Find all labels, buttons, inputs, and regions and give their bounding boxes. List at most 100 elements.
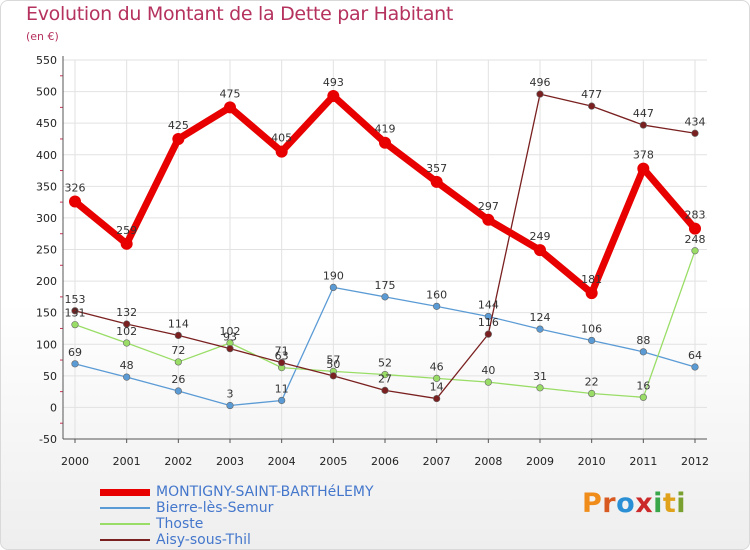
data-label: 22 xyxy=(585,376,599,389)
y-tick-label: 500 xyxy=(36,86,57,99)
data-point xyxy=(691,247,699,255)
x-tick-label: 2010 xyxy=(578,455,606,468)
data-label: 27 xyxy=(378,372,392,385)
data-point xyxy=(534,244,546,257)
data-point xyxy=(174,358,182,366)
data-point xyxy=(123,373,131,381)
axes: -500501001502002503003504004505005502000… xyxy=(36,54,709,468)
data-label: 326 xyxy=(65,181,86,194)
x-tick-label: 2007 xyxy=(423,455,451,468)
data-label: 88 xyxy=(636,334,650,347)
x-tick-label: 2005 xyxy=(319,455,347,468)
y-tick-label: 150 xyxy=(36,307,57,320)
data-point xyxy=(588,102,596,110)
data-point xyxy=(536,325,544,333)
data-label: 11 xyxy=(275,382,289,395)
data-label: 3 xyxy=(227,388,234,401)
legend-swatch xyxy=(100,539,150,541)
data-point xyxy=(226,401,234,410)
data-label: 419 xyxy=(375,123,396,136)
data-point xyxy=(689,222,701,235)
data-point xyxy=(639,348,647,356)
data-label: 93 xyxy=(223,331,237,344)
data-point xyxy=(278,396,286,405)
data-point xyxy=(433,374,441,382)
data-label: 249 xyxy=(530,230,551,243)
data-point xyxy=(174,331,182,340)
data-label: 297 xyxy=(478,200,499,213)
data-label: 63 xyxy=(275,350,289,363)
data-point xyxy=(172,132,185,145)
data-point xyxy=(329,372,337,380)
data-label: 477 xyxy=(581,88,602,101)
logo-letter: t xyxy=(662,488,677,519)
logo-letter: i xyxy=(676,488,687,519)
data-label: 144 xyxy=(478,298,499,311)
data-point xyxy=(329,283,337,292)
data-label: 378 xyxy=(633,149,654,162)
legend-swatch xyxy=(100,507,150,509)
data-label: 405 xyxy=(271,132,292,145)
data-label: 31 xyxy=(533,370,547,383)
data-label: 46 xyxy=(430,360,444,373)
x-tick-label: 2006 xyxy=(371,455,399,468)
data-point xyxy=(484,330,492,338)
chart-unit: (en €) xyxy=(26,30,59,43)
data-label: 493 xyxy=(323,76,344,89)
data-point xyxy=(226,345,234,353)
proxiti-logo: Proxiti xyxy=(582,488,686,519)
data-point xyxy=(536,90,544,98)
data-label: 153 xyxy=(65,293,86,306)
data-point xyxy=(174,387,182,395)
y-tick-label: 100 xyxy=(36,338,57,351)
data-point xyxy=(381,386,389,394)
data-point xyxy=(433,394,441,403)
legend-label: Aisy-sous-Thil xyxy=(156,532,251,548)
y-tick-label: 350 xyxy=(36,180,57,193)
x-tick-label: 2000 xyxy=(61,455,89,468)
data-label: 357 xyxy=(426,162,447,175)
y-tick-label: 250 xyxy=(36,244,57,257)
data-point xyxy=(639,121,647,129)
logo-letter: x xyxy=(635,488,654,519)
y-tick-label: 0 xyxy=(50,401,57,414)
data-label: 72 xyxy=(171,344,185,357)
data-label: 248 xyxy=(685,233,706,246)
data-label: 425 xyxy=(168,119,189,132)
data-label: 69 xyxy=(68,346,82,359)
data-point xyxy=(637,162,650,175)
legend-label: Bierre-lès-Semur xyxy=(156,500,274,516)
data-label: 102 xyxy=(116,325,137,338)
y-tick-label: 200 xyxy=(36,275,57,288)
data-point xyxy=(327,90,340,103)
data-label: 496 xyxy=(530,76,551,89)
data-point xyxy=(381,370,389,379)
data-label: 57 xyxy=(326,353,340,366)
data-point xyxy=(691,129,699,137)
logo-letter: P xyxy=(582,488,603,519)
x-tick-label: 2009 xyxy=(526,455,554,468)
data-point xyxy=(588,336,596,345)
data-label: 131 xyxy=(65,307,86,320)
x-tick-label: 2008 xyxy=(474,455,502,468)
legend-label: Thoste xyxy=(156,516,204,532)
logo-letter: i xyxy=(653,488,663,519)
data-point xyxy=(484,378,492,386)
data-label: 475 xyxy=(220,87,241,100)
y-tick-label: 300 xyxy=(36,212,57,225)
data-point xyxy=(69,195,81,208)
y-tick-label: 450 xyxy=(36,117,57,130)
data-label: 175 xyxy=(375,279,396,292)
y-tick-label: -50 xyxy=(39,433,57,446)
data-label: 124 xyxy=(530,311,551,324)
logo-letter: o xyxy=(616,488,636,519)
y-tick-label: 400 xyxy=(36,149,57,162)
data-point xyxy=(120,237,133,250)
data-point xyxy=(71,321,79,329)
data-point xyxy=(536,384,544,392)
data-point xyxy=(433,302,441,310)
y-tick-label: 50 xyxy=(43,370,57,383)
data-label: 16 xyxy=(636,379,650,392)
data-label: 52 xyxy=(378,357,392,370)
data-label: 283 xyxy=(685,209,706,222)
